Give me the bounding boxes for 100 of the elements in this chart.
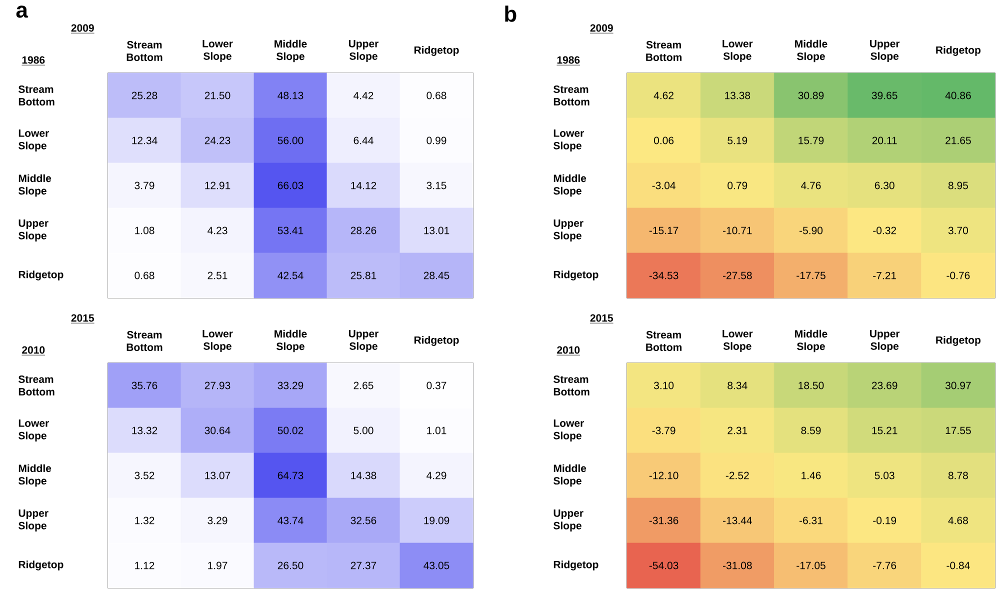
y-tick-label: Ridgetop (554, 560, 598, 570)
y-tick-label: Ridgetop (18, 270, 64, 280)
data-label: 2.51 (208, 272, 228, 280)
x-tick-label: Middle Slope (274, 40, 307, 62)
data-label: 4.23 (208, 226, 228, 234)
data-label: 1.12 (135, 562, 154, 570)
data-label: -13.44 (722, 516, 752, 524)
y-tick-label: Middle Slope (18, 174, 52, 197)
data-label: 53.41 (278, 226, 304, 234)
data-label: 3.15 (426, 182, 446, 190)
data-label: -31.08 (722, 562, 752, 570)
data-label: 8.59 (801, 426, 821, 434)
y-axis-title: 1986 (22, 56, 45, 64)
chart-title: b (505, 6, 516, 22)
data-label: 17.55 (946, 426, 971, 434)
data-label: 12.91 (205, 182, 230, 190)
data-label: 3.29 (208, 516, 228, 524)
data-label: 43.05 (424, 562, 450, 570)
data-label: 21.50 (204, 92, 230, 100)
data-label: 3.52 (134, 472, 154, 480)
x-tick-label: Upper Slope (348, 40, 379, 62)
data-label: 14.12 (351, 182, 376, 190)
data-label: 25.81 (350, 272, 376, 280)
x-tick-label: Upper Slope (870, 40, 900, 62)
data-label: 21.65 (946, 136, 971, 144)
x-axis-title: 2009 (590, 24, 613, 32)
data-label: 50.02 (278, 426, 304, 434)
data-label: 30.64 (204, 426, 230, 434)
y-tick-label: Upper Slope (554, 220, 584, 242)
data-label: 8.78 (948, 472, 968, 480)
data-label: 1.32 (135, 516, 154, 524)
data-label: 56.00 (278, 136, 304, 144)
x-tick-label: Middle Slope (274, 330, 307, 352)
x-tick-label: Middle Slope (795, 40, 828, 62)
data-label: 4.68 (948, 516, 968, 524)
x-tick-label: Stream Bottom (646, 331, 682, 351)
data-label: 35.76 (132, 382, 158, 390)
data-label: 13.07 (205, 472, 230, 480)
data-label: 1.97 (208, 562, 228, 570)
data-label: 2.31 (728, 426, 748, 434)
data-label: 43.74 (278, 516, 304, 524)
data-label: 0.99 (426, 136, 446, 144)
data-label: -0.32 (873, 226, 896, 234)
data-label: 20.11 (872, 136, 897, 144)
data-label: 25.28 (132, 92, 158, 100)
data-label: 33.29 (278, 382, 304, 390)
data-label: 4.42 (354, 92, 374, 100)
data-label: -34.53 (649, 272, 678, 280)
chart-title: a (16, 6, 28, 18)
x-tick-label: Lower Slope (202, 330, 233, 352)
y-tick-label: Lower Slope (18, 130, 49, 152)
x-tick-label: Stream Bottom (646, 41, 682, 61)
data-label: 30.89 (798, 92, 824, 100)
data-label: -3.04 (652, 182, 676, 190)
y-tick-label: Middle Slope (554, 174, 586, 197)
data-label: 0.06 (654, 136, 674, 144)
y-axis-title: 2010 (557, 346, 580, 354)
data-label: 28.26 (350, 226, 376, 234)
y-tick-label: Stream Bottom (554, 86, 590, 106)
x-axis-title: 2009 (71, 24, 94, 32)
y-tick-label: Upper Slope (18, 220, 48, 242)
data-label: 24.23 (204, 136, 230, 144)
x-tick-label: Upper Slope (348, 330, 379, 352)
y-tick-label: Stream Bottom (18, 86, 54, 106)
data-label: -7.21 (873, 272, 896, 280)
y-tick-label: Stream Bottom (554, 376, 590, 396)
data-label: 30.97 (945, 382, 971, 390)
y-tick-label: Lower Slope (554, 420, 584, 442)
data-label: 1.08 (135, 226, 154, 234)
data-label: -2.52 (726, 472, 749, 480)
data-label: 28.45 (424, 272, 450, 280)
data-label: 4.76 (801, 182, 821, 190)
data-label: 12.34 (132, 136, 158, 144)
data-label: -17.05 (796, 562, 826, 570)
x-tick-label: Middle Slope (795, 330, 828, 352)
data-label: 40.86 (945, 92, 971, 100)
y-tick-label: Lower Slope (18, 420, 49, 442)
data-label: 5.03 (874, 472, 894, 480)
data-label: -27.58 (722, 272, 752, 280)
x-tick-label: Lower Slope (202, 40, 233, 62)
data-label: 13.32 (132, 426, 158, 434)
data-label: -0.76 (946, 272, 970, 280)
data-label: -12.10 (649, 472, 678, 480)
data-label: 1.01 (427, 426, 446, 434)
data-label: 27.37 (350, 562, 376, 570)
data-label: 48.13 (278, 92, 304, 100)
data-label: -6.31 (800, 516, 822, 524)
data-label: 3.79 (134, 182, 154, 190)
data-label: 18.50 (798, 382, 824, 390)
y-axis-title: 2010 (22, 346, 45, 354)
data-label: 8.34 (728, 382, 748, 390)
data-label: 3.10 (654, 382, 674, 390)
data-label: -0.19 (873, 516, 896, 524)
y-axis-title: 1986 (557, 56, 580, 64)
data-label: 13.38 (725, 92, 750, 100)
data-label: 2.65 (354, 382, 374, 390)
data-label: -31.36 (649, 516, 678, 524)
x-tick-label: Stream Bottom (126, 41, 162, 61)
data-label: 5.19 (728, 136, 748, 144)
data-label: 0.68 (134, 272, 154, 280)
